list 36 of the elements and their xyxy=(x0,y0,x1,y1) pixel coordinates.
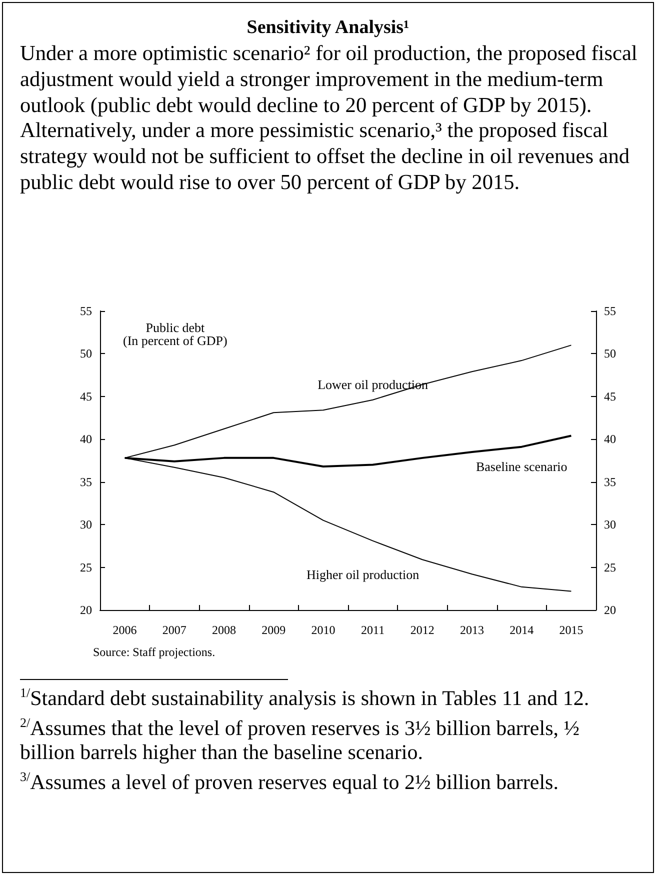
y-tick-label: 30 xyxy=(80,518,92,532)
source-note: Source: Staff projections. xyxy=(93,645,216,660)
y2-tick-label: 50 xyxy=(604,346,616,361)
y-tick-label: 35 xyxy=(80,474,92,489)
y2-tick-label: 20 xyxy=(604,603,616,617)
y-tick-label: 55 xyxy=(80,304,92,318)
y2-tick-label: 45 xyxy=(604,389,616,404)
x-tick-label: 2015 xyxy=(559,623,584,637)
x-tick-label: 2006 xyxy=(112,623,137,637)
x-tick-label: 2009 xyxy=(262,623,286,637)
chart-title: Sensitivity Analysis¹ xyxy=(246,17,410,39)
y2-tick-label: 40 xyxy=(604,432,616,446)
series-label: Lower oil production xyxy=(318,376,429,392)
x-tick-label: 2010 xyxy=(311,623,336,637)
x-tick-label: 2007 xyxy=(162,623,186,637)
series-label: Baseline scenario xyxy=(476,458,568,474)
y-tick-label: 20 xyxy=(80,603,92,617)
y-tick-label: 45 xyxy=(80,389,92,404)
chart-subtitle: Under a more optimistic scenario² for oil production, the proposed fiscal adjustment would yield a stronger improvement in the medium-term outlook (public debt would decline to 20 percent of GDP by 2015). Alternatively, under a more pessimistic scenario,³ the proposed fiscal strategy would not be sufficient to offset the decline in oil revenues and public debt would rise to over 50 percent of GDP by 2015. xyxy=(20,41,638,196)
y2-tick-label: 25 xyxy=(604,560,616,574)
text: $^{1/}$Standard debt sustainability analysis is shown in Tables 11 and 12. xyxy=(20,684,590,710)
text: $^{3/}$Assumes a level of proven reserves equal to 2½ billion barrels. xyxy=(20,768,560,794)
x-tick-label: 2014 xyxy=(510,623,534,637)
y-tick-label: 25 xyxy=(80,560,92,574)
x-tick-label: 2013 xyxy=(460,623,484,637)
series-label: Higher oil production xyxy=(306,566,420,582)
y-tick-label: 40 xyxy=(80,432,92,446)
y-tick-label: 50 xyxy=(80,346,92,361)
y2-tick-label: 30 xyxy=(604,518,616,532)
x-tick-label: 2011 xyxy=(361,623,385,637)
text: $^{2/}$Assumes that the level of proven reserves is 3½ billion barrels, ½ billion barrels higher than the baseline scenario. xyxy=(20,714,580,764)
y2-tick-label: 35 xyxy=(604,474,616,489)
y-axis-title: Public debt (In percent of GDP) xyxy=(123,320,228,348)
x-tick-label: 2012 xyxy=(410,623,434,637)
x-tick-label: 2008 xyxy=(212,623,236,637)
y2-tick-label: 55 xyxy=(604,304,616,318)
